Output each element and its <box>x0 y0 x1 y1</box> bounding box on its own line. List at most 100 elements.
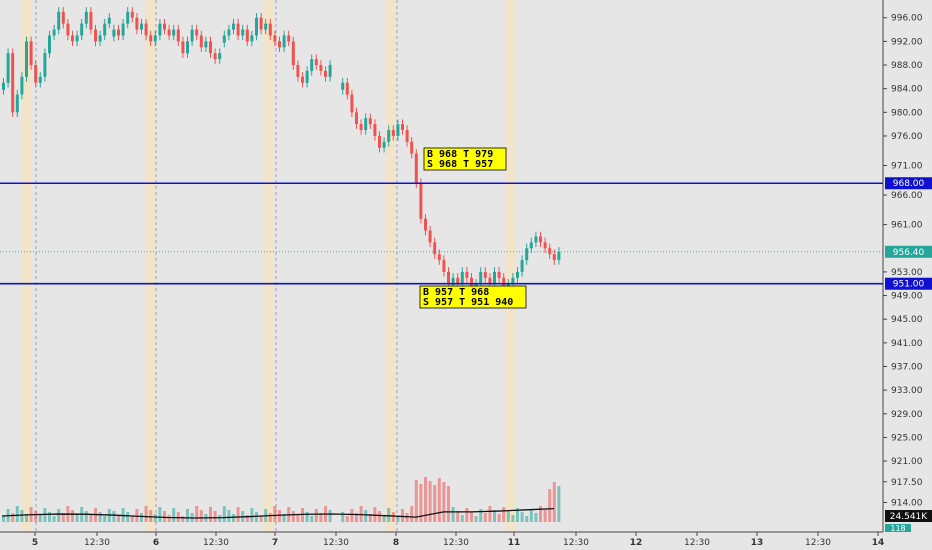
candle-up[interactable] <box>84 7 88 29</box>
candle-down[interactable] <box>117 24 120 41</box>
candle-up[interactable] <box>282 30 286 53</box>
candle-down[interactable] <box>163 18 166 35</box>
candle-down[interactable] <box>209 36 212 58</box>
candle-down[interactable] <box>301 72 304 88</box>
candle-up[interactable] <box>222 30 226 48</box>
candle-up[interactable] <box>479 267 483 289</box>
candle-up[interactable] <box>121 18 125 41</box>
candle-up[interactable] <box>364 113 368 135</box>
candle-down[interactable] <box>245 24 249 47</box>
candle-down[interactable] <box>176 24 180 47</box>
candle-down[interactable] <box>437 249 441 265</box>
candle-down[interactable] <box>195 24 199 41</box>
candle-up[interactable] <box>264 18 268 35</box>
candle-up[interactable] <box>557 247 561 265</box>
candle-down[interactable] <box>144 18 148 41</box>
candle-up[interactable] <box>38 72 42 88</box>
candle-down[interactable] <box>319 60 323 76</box>
candle-up[interactable] <box>20 72 24 100</box>
candle-up[interactable] <box>153 30 157 47</box>
candle-down[interactable] <box>314 54 318 70</box>
candle-down[interactable] <box>483 267 487 283</box>
candle-down[interactable] <box>359 119 363 135</box>
candle-up[interactable] <box>255 13 258 41</box>
candle-up[interactable] <box>534 231 538 248</box>
candle-down[interactable] <box>552 249 556 265</box>
candle-up[interactable] <box>396 119 400 141</box>
candle-down[interactable] <box>259 13 263 35</box>
candle-down[interactable] <box>391 125 395 141</box>
candle-up[interactable] <box>2 78 5 95</box>
candle-up[interactable] <box>310 54 314 76</box>
candle-up[interactable] <box>305 66 309 88</box>
candle-down[interactable] <box>94 24 97 47</box>
candle-up[interactable] <box>204 36 208 53</box>
candle-up[interactable] <box>43 48 47 82</box>
candle-down[interactable] <box>71 30 74 47</box>
candle-down[interactable] <box>548 243 552 259</box>
candle-up[interactable] <box>341 78 345 95</box>
candle-up[interactable] <box>529 237 533 253</box>
candle-down[interactable] <box>543 237 547 253</box>
candle-down[interactable] <box>89 7 93 35</box>
candle-up[interactable] <box>158 18 162 41</box>
candle-up[interactable] <box>328 60 332 82</box>
candle-down[interactable] <box>236 18 240 41</box>
candle-up[interactable] <box>186 36 189 58</box>
candle-down[interactable] <box>149 30 153 47</box>
candle-up[interactable] <box>250 30 254 47</box>
candle-up[interactable] <box>241 24 245 41</box>
candle-up[interactable] <box>520 255 524 277</box>
candle-down[interactable] <box>199 30 203 53</box>
candle-down[interactable] <box>368 113 372 129</box>
candle-down[interactable] <box>324 66 327 82</box>
candle-up[interactable] <box>525 243 529 265</box>
candle-down[interactable] <box>428 225 432 248</box>
candle-down[interactable] <box>424 213 427 236</box>
candle-down[interactable] <box>11 48 15 118</box>
candle-down[interactable] <box>350 89 354 118</box>
candle-down[interactable] <box>405 125 409 147</box>
candle-up[interactable] <box>48 30 51 58</box>
candle-down[interactable] <box>61 7 65 29</box>
candle-down[interactable] <box>410 137 414 159</box>
candle-down[interactable] <box>273 30 277 47</box>
candle-up[interactable] <box>25 36 28 82</box>
candle-up[interactable] <box>140 18 143 35</box>
candle-up[interactable] <box>15 89 19 118</box>
candle-down[interactable] <box>130 7 134 23</box>
candle-up[interactable] <box>52 24 56 41</box>
candle-up[interactable] <box>6 48 10 88</box>
candle-up[interactable] <box>218 48 222 64</box>
candle-up[interactable] <box>172 24 176 41</box>
candle-up[interactable] <box>98 30 102 47</box>
candle-up[interactable] <box>75 30 79 47</box>
candle-up[interactable] <box>493 267 496 289</box>
candle-down[interactable] <box>419 178 423 224</box>
candle-up[interactable] <box>107 13 111 29</box>
candle-down[interactable] <box>497 267 501 283</box>
candle-up[interactable] <box>382 137 386 153</box>
candle-down[interactable] <box>213 48 217 64</box>
candle-down[interactable] <box>401 119 404 135</box>
candle-up[interactable] <box>57 7 61 35</box>
candle-down[interactable] <box>447 267 450 289</box>
candle-down[interactable] <box>66 18 70 41</box>
candle-up[interactable] <box>112 24 116 42</box>
candle-down[interactable] <box>442 255 446 277</box>
candle-down[interactable] <box>433 237 437 259</box>
candle-down[interactable] <box>465 267 469 283</box>
candle-down[interactable] <box>355 107 358 129</box>
candle-up[interactable] <box>387 125 391 147</box>
candle-down[interactable] <box>414 148 418 188</box>
candle-down[interactable] <box>135 13 139 35</box>
candle-down[interactable] <box>268 18 272 41</box>
candle-up[interactable] <box>460 267 464 289</box>
candle-up[interactable] <box>227 24 231 41</box>
candle-down[interactable] <box>278 36 281 53</box>
candle-up[interactable] <box>80 18 84 41</box>
candle-down[interactable] <box>539 231 542 248</box>
candle-down[interactable] <box>291 36 295 70</box>
